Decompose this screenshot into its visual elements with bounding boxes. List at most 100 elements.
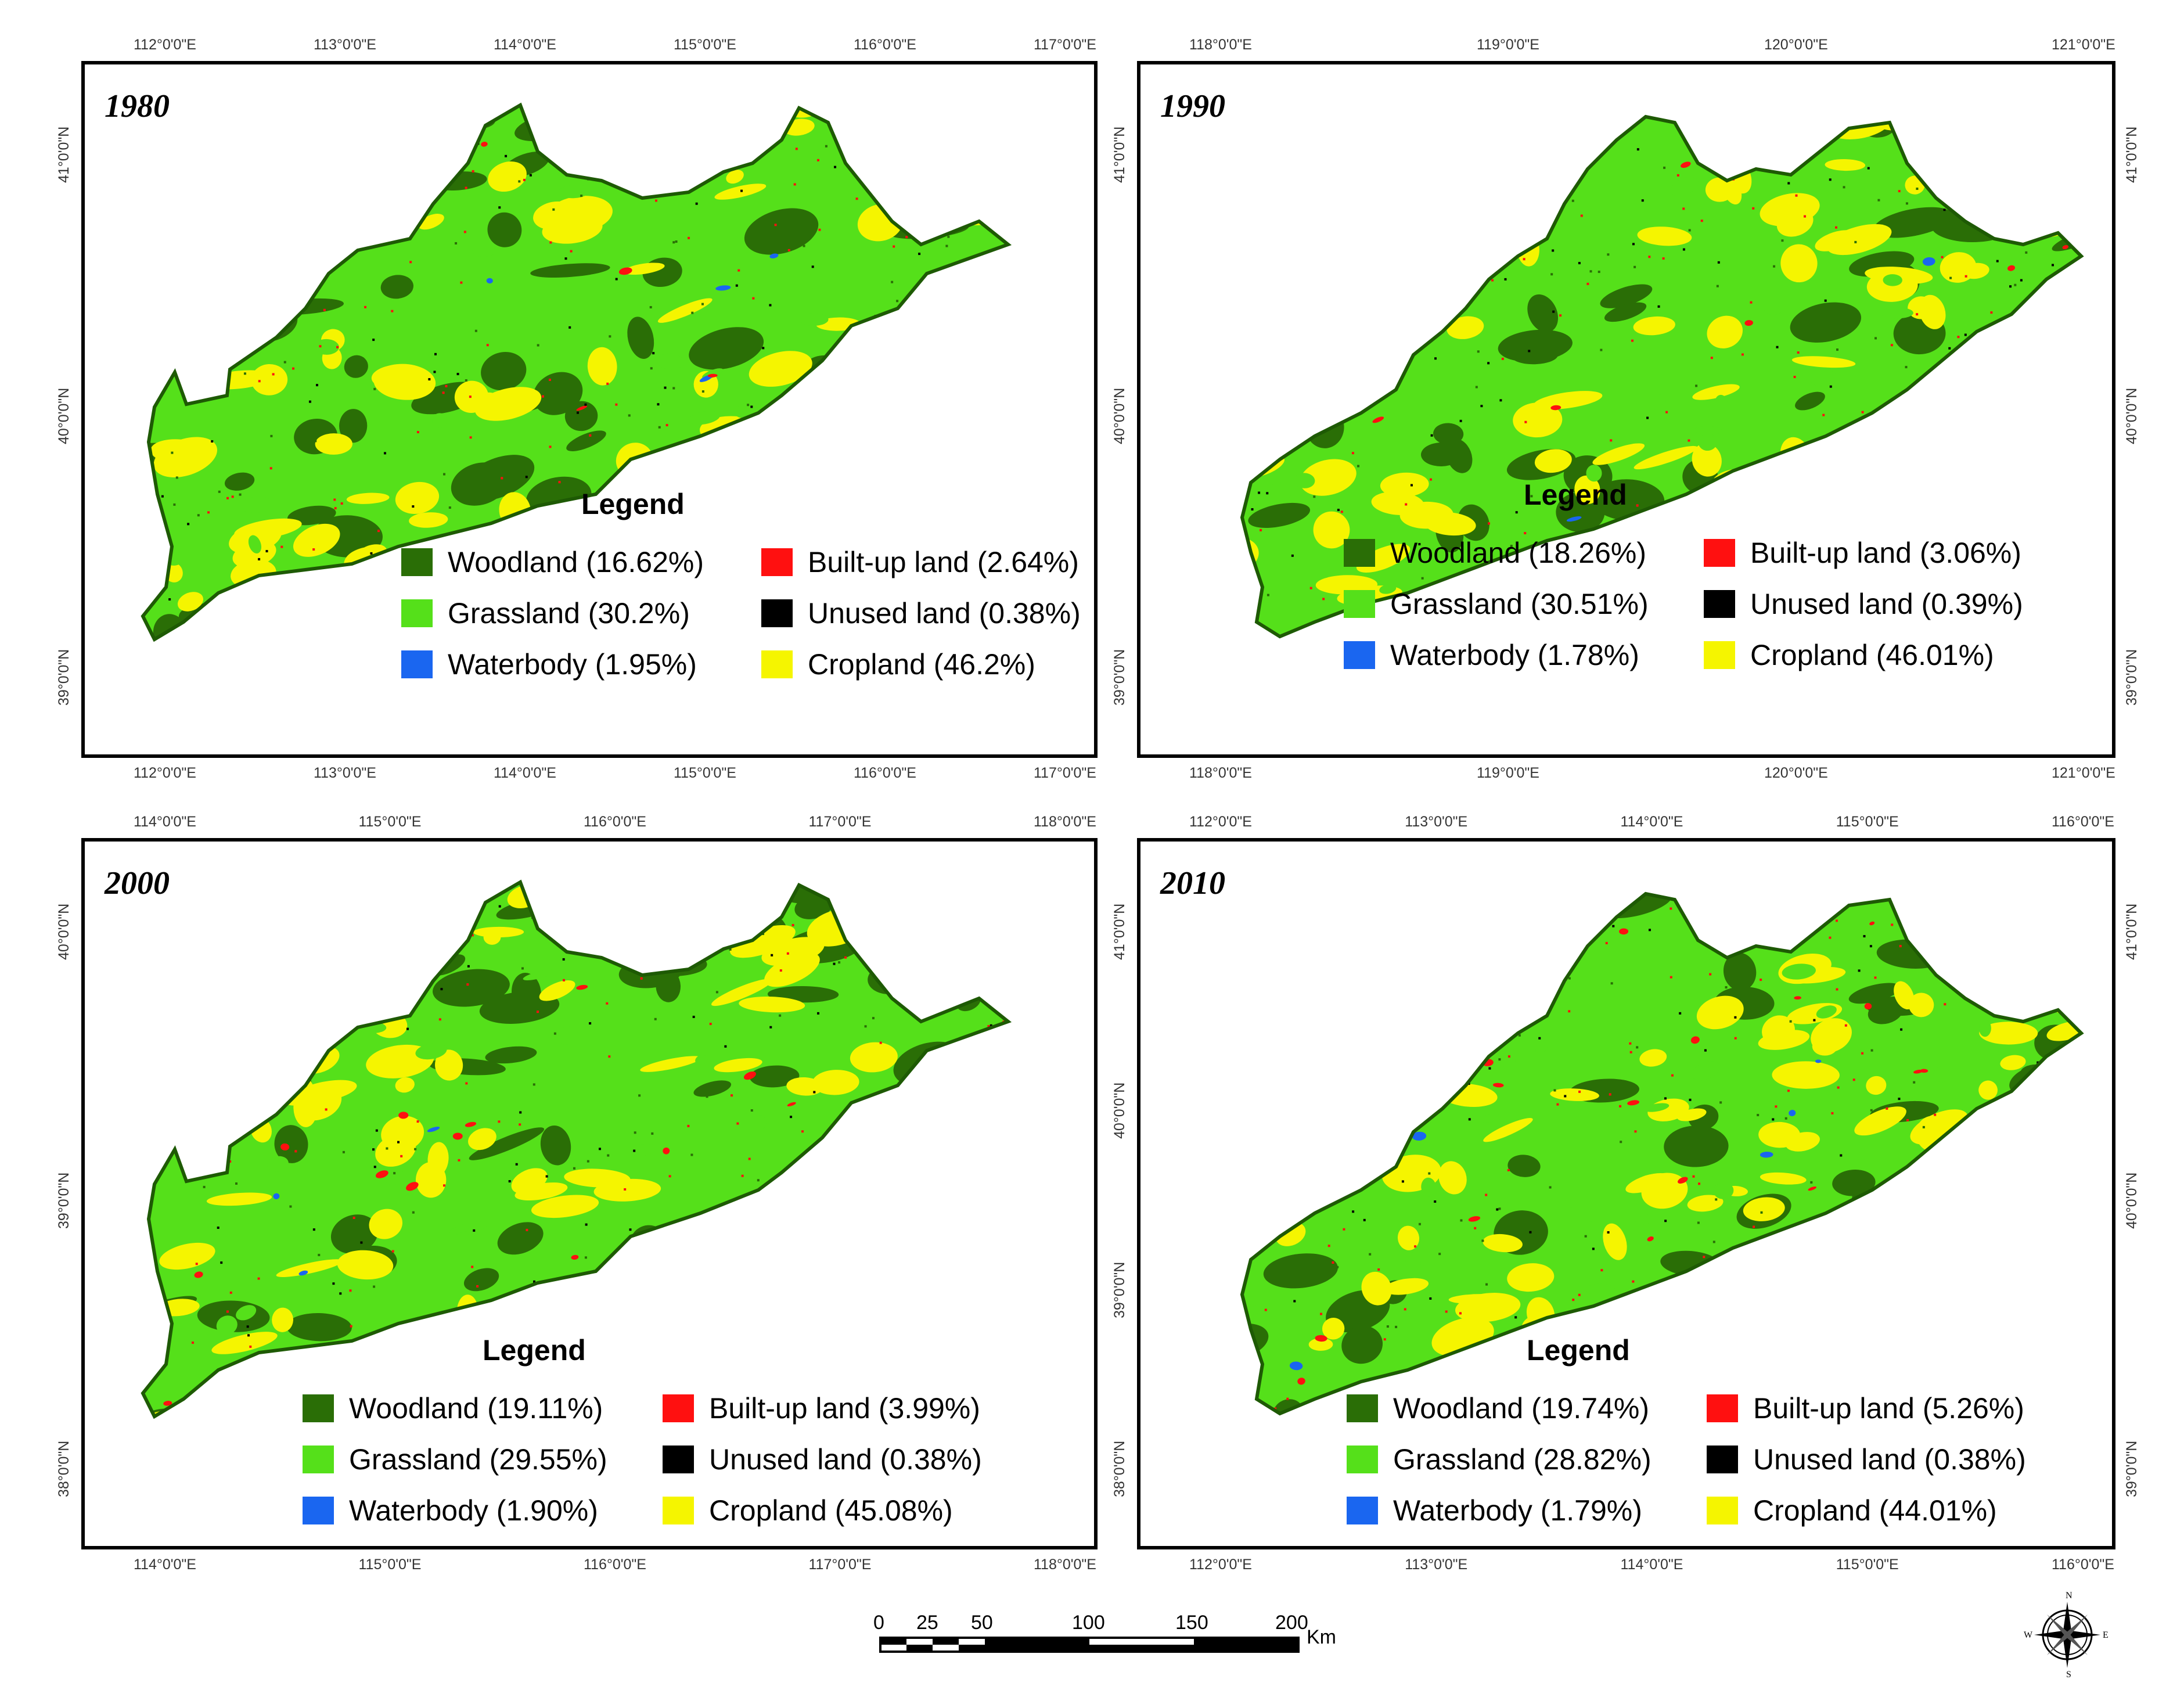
pixel-speck [200, 376, 203, 379]
pixel-speck [240, 918, 243, 920]
pixel-speck [970, 144, 973, 147]
cropland-patch [1005, 1477, 1070, 1502]
pixel-speck [664, 704, 666, 707]
pixel-speck [319, 345, 322, 348]
pixel-speck [578, 685, 580, 688]
cropland-patch [621, 1328, 681, 1347]
pixel-speck [276, 1066, 279, 1069]
cropland-patch [2036, 1111, 2081, 1131]
pixel-speck [1620, 1141, 1622, 1144]
coord-tick-right: 39°0'0"N [2124, 1440, 2140, 1497]
cropland-patch [1772, 1061, 1840, 1089]
pixel-speck [845, 1332, 848, 1335]
pixel-speck [2067, 142, 2070, 145]
grassland-patch [566, 110, 578, 120]
pixel-speck [1041, 1440, 1043, 1442]
cropland-patch [1721, 175, 1742, 205]
map-panel-2000: 2000 Legend Woodland (19.11%) Built-up land… [81, 838, 1098, 1549]
pixel-speck [714, 168, 717, 171]
woodland-patch [1310, 312, 1384, 348]
pixel-speck [976, 1249, 979, 1252]
pixel-speck [1718, 928, 1721, 931]
cropland-patch [2025, 537, 2081, 567]
pixel-speck [1595, 490, 1598, 493]
pixel-speck [762, 347, 765, 350]
pixel-speck [857, 1182, 859, 1185]
pixel-speck [907, 932, 910, 934]
legend-item-unused: Unused land (0.38%) [663, 1443, 982, 1476]
pixel-speck [2040, 646, 2042, 649]
builtup-patch [143, 1240, 152, 1243]
pixel-speck [345, 691, 347, 693]
grassland-patch [2068, 359, 2081, 369]
coord-tick-bottom: 117°0'0"E [808, 1556, 872, 1573]
pixel-speck [545, 1175, 548, 1178]
cropland-patch [1395, 121, 1437, 144]
pixel-speck [947, 968, 950, 971]
cropland-patch [1322, 1317, 1345, 1340]
pixel-speck [1266, 492, 1269, 495]
grassland-patch [1692, 1060, 1720, 1081]
pixel-speck [1355, 208, 1358, 211]
pixel-speck [607, 1154, 610, 1157]
pixel-speck [1581, 901, 1584, 904]
pixel-speck [1027, 1163, 1030, 1165]
cropland-patch [547, 894, 576, 922]
pixel-speck [1710, 117, 1713, 120]
cropland-patch [1639, 1049, 1667, 1067]
pixel-speck [1395, 1325, 1398, 1328]
pixel-speck [1933, 1314, 1935, 1317]
pixel-speck [1352, 627, 1355, 630]
cropland-patch [1545, 682, 1596, 729]
pixel-speck [246, 1412, 249, 1415]
pixel-speck [1824, 884, 1826, 886]
pixel-speck [1243, 1079, 1246, 1082]
pixel-speck [1903, 261, 1906, 264]
pixel-speck [2013, 129, 2016, 132]
pixel-speck [558, 481, 561, 484]
pixel-speck [793, 183, 796, 186]
woodland-patch [1398, 188, 1438, 229]
cropland-patch [373, 364, 436, 400]
pixel-speck [1886, 251, 1888, 254]
cropland-patch [272, 1307, 293, 1332]
pixel-speck [1766, 1301, 1769, 1304]
cropland-patch [1931, 1141, 1992, 1171]
pixel-speck [476, 1285, 479, 1288]
pixel-speck [1218, 221, 1220, 223]
pixel-speck [195, 1263, 198, 1265]
pixel-speck [1934, 1113, 1937, 1116]
pixel-speck [1646, 416, 1649, 419]
pixel-speck [1454, 1361, 1457, 1364]
pixel-speck [1760, 1211, 1763, 1214]
cropland-patch [1795, 1267, 1845, 1285]
pixel-speck [1203, 1390, 1206, 1393]
pixel-speck [1885, 1242, 1888, 1245]
pixel-speck [762, 446, 765, 449]
pixel-speck [433, 371, 436, 373]
pixel-speck [1578, 1090, 1581, 1093]
cropland-patch [613, 1395, 633, 1416]
grassland-patch [1356, 353, 1371, 369]
pixel-speck [1941, 256, 1944, 258]
cropland-patch [127, 1460, 188, 1510]
pixel-speck [1233, 936, 1235, 939]
legend-label: Grassland (28.82%) [1393, 1443, 1652, 1476]
cropland-patch [1513, 402, 1563, 438]
pixel-speck [175, 476, 178, 479]
pixel-speck [1763, 691, 1765, 693]
pixel-speck [1063, 943, 1065, 945]
pixel-speck [1412, 250, 1415, 253]
pixel-speck [915, 1488, 918, 1491]
builtup-patch [1018, 891, 1029, 899]
pixel-speck [466, 983, 469, 986]
pixel-speck [1657, 305, 1660, 308]
woodland-patch [1001, 1418, 1054, 1455]
pixel-speck [1607, 1231, 1610, 1234]
grassland-patch [1664, 645, 1695, 666]
pixel-speck [1837, 1086, 1840, 1089]
pixel-speck [1369, 1253, 1372, 1256]
pixel-speck [1538, 157, 1541, 160]
cropland-patch [850, 1042, 898, 1073]
woodland-patch [859, 679, 915, 713]
